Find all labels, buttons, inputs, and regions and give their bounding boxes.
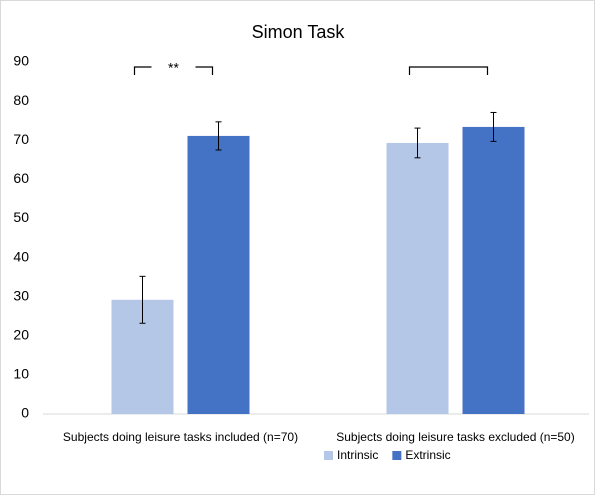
bar [462,126,525,415]
bar [187,135,250,415]
chart-title: Simon Task [252,22,346,42]
error-bar [139,275,146,324]
y-tick-label: 10 [13,366,29,382]
significance-bracket [133,66,214,75]
y-tick-label: 60 [13,170,29,186]
significance-label: ** [168,60,179,76]
y-tick-label: 0 [21,405,29,421]
y-tick-label: 20 [13,326,29,342]
bar [386,142,449,414]
y-tick-label: 40 [13,248,29,264]
y-tick-label: 30 [13,287,29,303]
y-tick-label: 90 [13,53,29,69]
significance-bracket [408,66,489,75]
legend-swatch [324,451,333,460]
legend-label: Intrinsic [337,448,378,462]
x-tick-label: Subjects doing leisure tasks included (n… [62,430,299,444]
legend-swatch [392,451,402,460]
x-tick-label: Subjects doing leisure tasks excluded (n… [336,430,575,444]
y-tick-label: 80 [13,92,29,108]
y-tick-label: 50 [13,209,29,225]
error-bar [414,127,421,159]
error-bar [490,111,497,142]
legend-label: Extrinsic [405,448,450,462]
error-bar [215,121,222,151]
y-tick-label: 70 [13,131,29,147]
